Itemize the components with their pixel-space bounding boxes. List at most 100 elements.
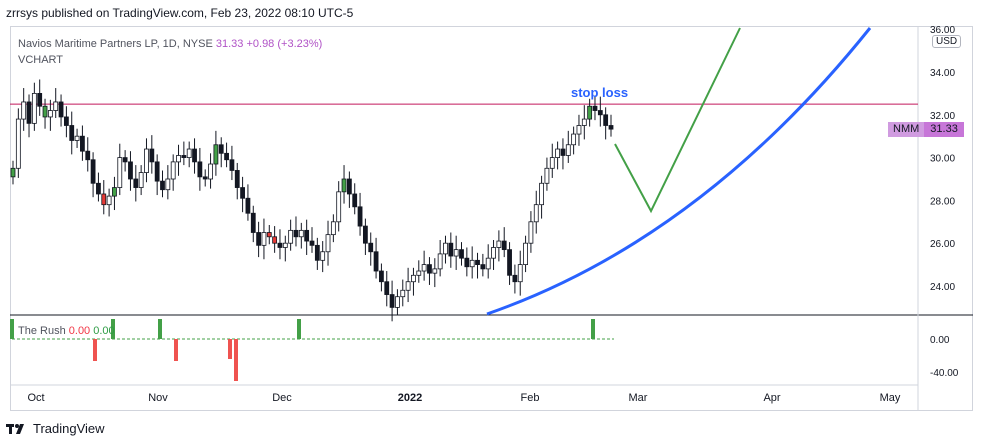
y-tick-label: 34.00 (930, 68, 955, 79)
rush-legend: The Rush 0.00 0.00 (18, 325, 115, 337)
candle-body (346, 178, 352, 195)
candle-body (560, 148, 566, 156)
candle-body (282, 242, 288, 248)
candle-body (475, 259, 480, 266)
candle-body (395, 296, 400, 308)
rush-name: The Rush (18, 325, 66, 337)
candle-body (512, 274, 518, 283)
candle-body (320, 251, 326, 261)
candle-body (597, 110, 603, 116)
candle-body (603, 114, 609, 126)
candle-body (533, 204, 539, 223)
candle-body (53, 101, 59, 111)
currency-badge[interactable]: USD (932, 35, 962, 48)
brand-name: TradingView (33, 421, 105, 436)
candle-body (539, 182, 544, 206)
candle-body (15, 118, 21, 169)
candle-body (277, 242, 283, 248)
x-tick-label: Dec (272, 392, 292, 404)
candle-body (592, 105, 598, 111)
rush-up-bar (10, 319, 14, 339)
y-tick-label: 24.00 (930, 282, 955, 293)
stop-loss-label: stop loss (571, 85, 629, 100)
price-tag: NMM 31.33 (888, 122, 964, 137)
x-tick-label: Oct (27, 392, 44, 404)
candle-body (400, 289, 406, 298)
indicator-tick-label: -40.00 (930, 368, 959, 379)
candle-body (181, 155, 187, 159)
candle-body (63, 116, 69, 126)
tradingview-logo-icon (6, 423, 24, 434)
y-tick-label: 32.00 (930, 111, 955, 122)
candle-body (362, 225, 368, 244)
candle-body (58, 101, 64, 118)
rush-value-1: 0.00 (68, 325, 91, 337)
ticker-price: 31.33 (924, 122, 964, 137)
candle-body (42, 105, 48, 118)
candle-body (288, 229, 294, 244)
rush-value-2: 0.00 (93, 325, 115, 337)
candle-body (69, 125, 75, 141)
candle-body (304, 229, 310, 242)
candle-body (336, 191, 342, 223)
candle-body (373, 251, 379, 272)
candle-body (10, 167, 16, 178)
candle-body (117, 157, 123, 188)
candle-body (165, 178, 171, 191)
candle-body (293, 229, 299, 238)
candle-body (565, 144, 571, 156)
candle-body (31, 93, 37, 124)
candle-body (250, 212, 256, 233)
candle-body (106, 195, 112, 206)
x-tick-label: Nov (148, 392, 168, 404)
candle-body (411, 274, 416, 283)
candle-body (149, 148, 155, 163)
candle-body (587, 105, 593, 120)
candle-body (112, 187, 117, 197)
candle-body (133, 178, 139, 188)
chart-frame[interactable] (10, 26, 973, 411)
candle-body (170, 161, 176, 180)
candle-body (26, 101, 32, 124)
candle-body (128, 161, 133, 180)
rush-down-bar (174, 339, 178, 361)
candle-body (314, 244, 320, 261)
candle-body (202, 176, 208, 180)
y-tick-label: 30.00 (930, 154, 955, 165)
candle-body (544, 167, 550, 184)
candle-body (581, 118, 587, 126)
rush-up-bar (297, 319, 301, 339)
candle-body (160, 180, 165, 191)
chart-legend: Navios Maritime Partners LP, 1D, NYSE 31… (18, 36, 322, 68)
candle-body (421, 264, 427, 272)
candle-body (192, 148, 197, 163)
last-price: 31.33 (215, 38, 244, 50)
candle-body (176, 155, 181, 163)
candle-body (491, 247, 496, 259)
candle-body (469, 259, 475, 268)
candle-body (144, 148, 149, 173)
candle-body (138, 172, 144, 188)
candle-body (309, 240, 315, 246)
footer-brand[interactable]: TradingView (6, 421, 105, 436)
candle-body (80, 135, 85, 152)
candle-body (266, 232, 272, 238)
x-tick-label: Apr (763, 392, 780, 404)
candle-body (101, 193, 107, 206)
candle-body (480, 264, 486, 270)
candle-body (47, 110, 53, 118)
candle-body (325, 234, 331, 253)
candle-body (197, 161, 203, 178)
candle-body (37, 93, 43, 107)
candle-body (507, 249, 512, 276)
candle-body (485, 257, 491, 270)
rush-down-bar (228, 339, 232, 359)
rush-up-bar (591, 319, 595, 339)
candle-body (427, 264, 432, 274)
x-tick-label: Feb (521, 392, 540, 404)
candle-body (384, 281, 390, 295)
candle-body (272, 236, 278, 244)
candle-body (261, 232, 267, 246)
rush-down-bar (93, 339, 97, 361)
